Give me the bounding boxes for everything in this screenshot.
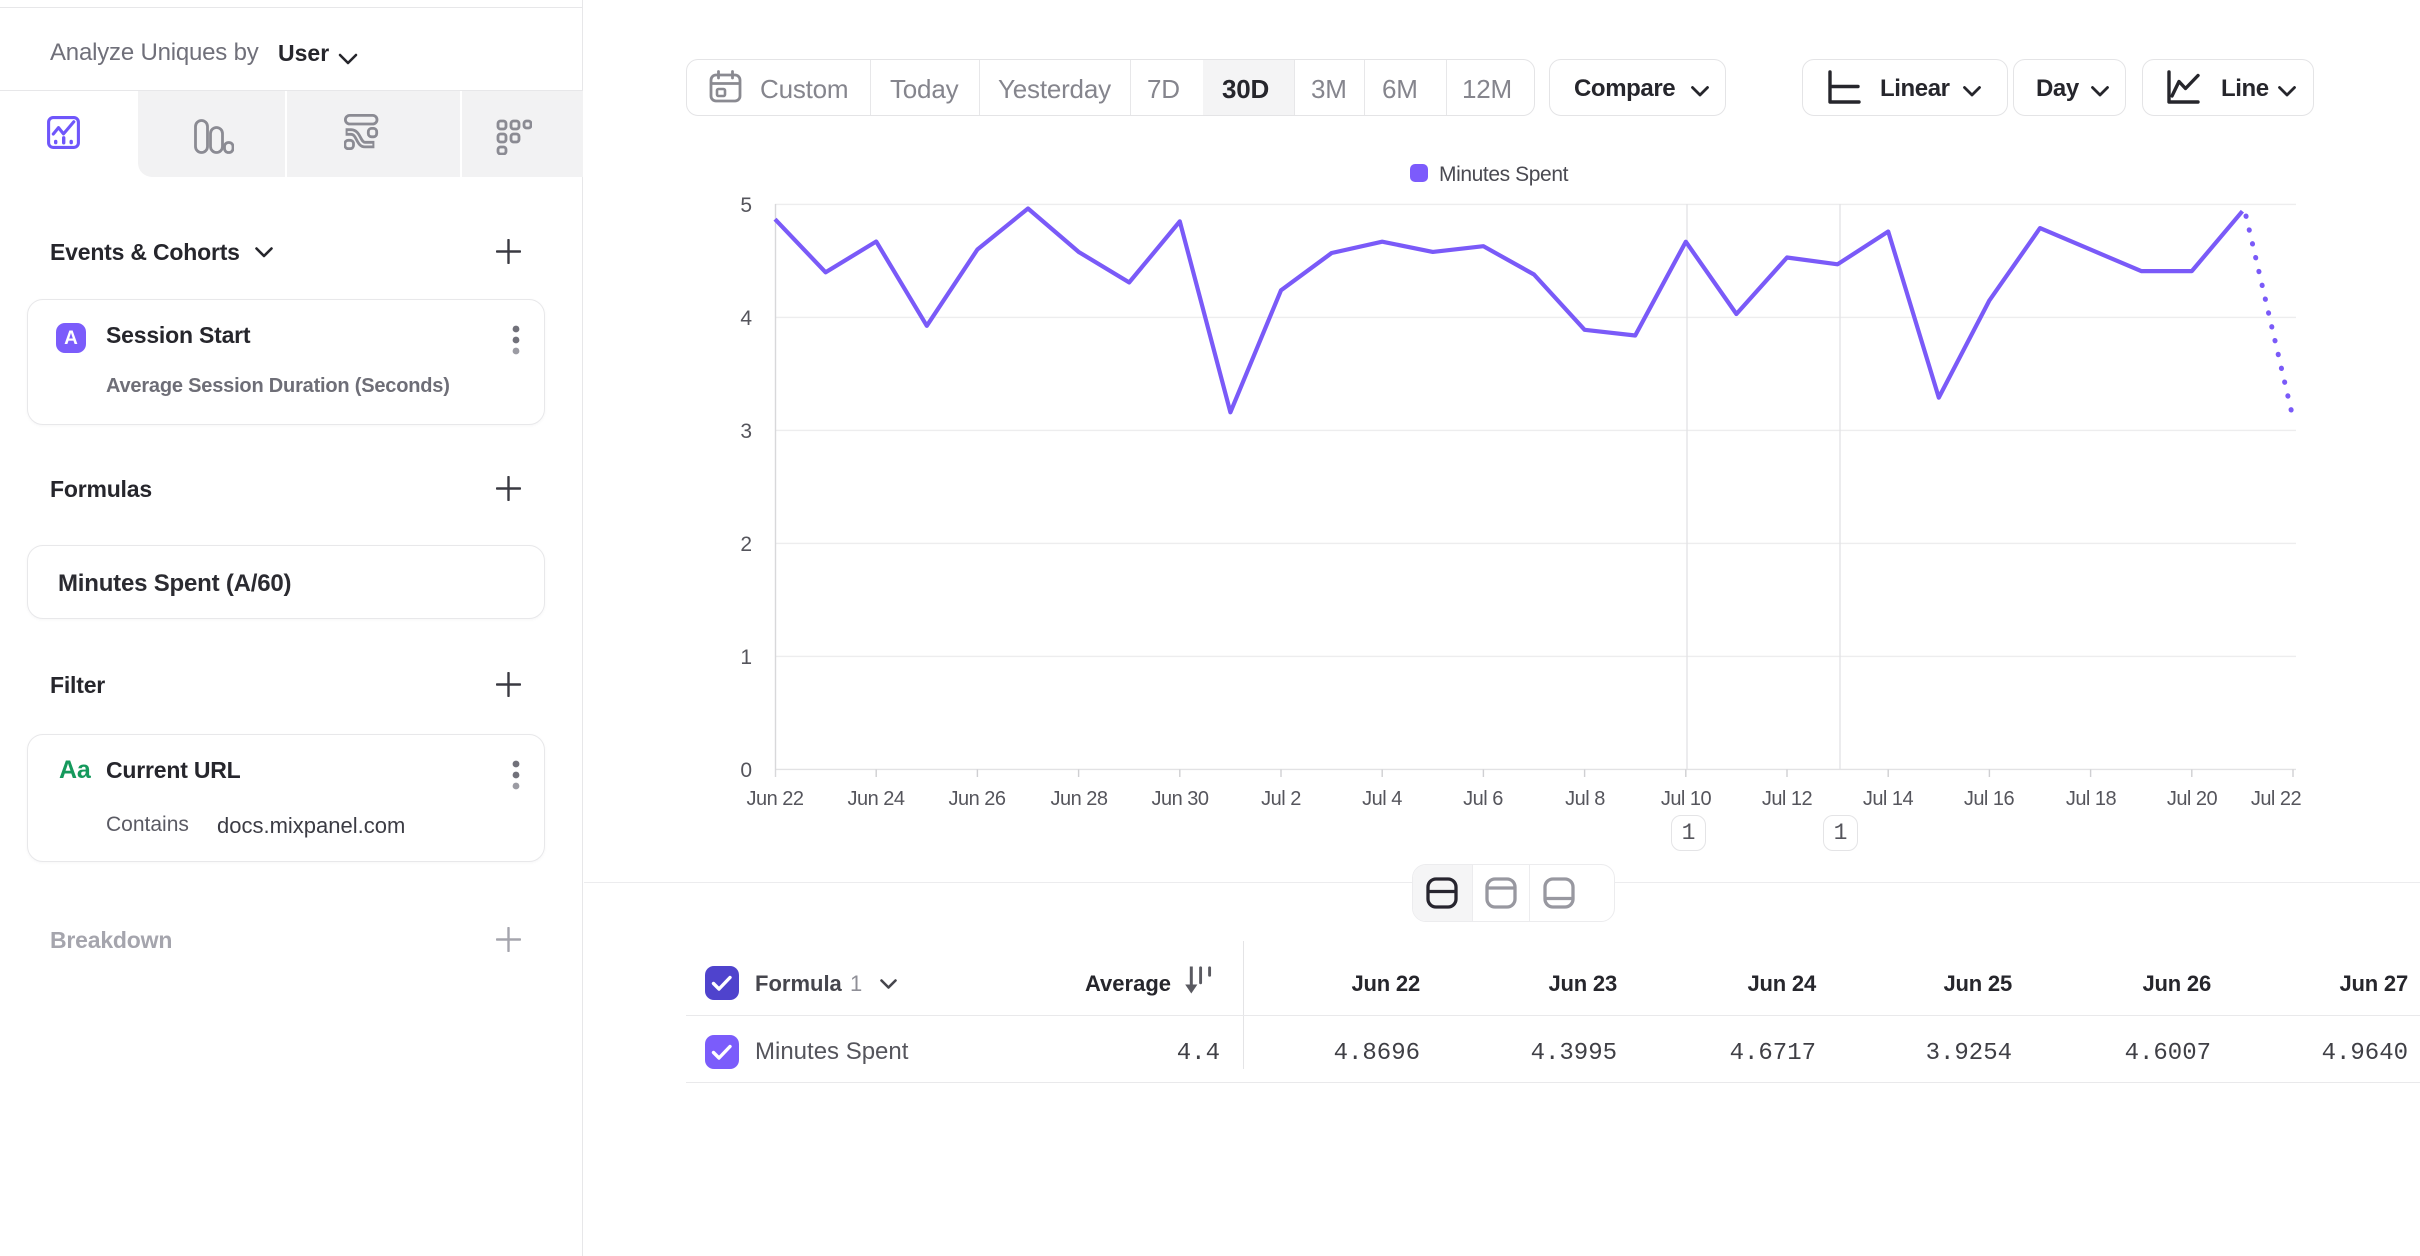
svg-text:Jun 24: Jun 24 <box>847 788 904 810</box>
svg-text:0: 0 <box>740 759 752 782</box>
svg-text:Jul 6: Jul 6 <box>1463 788 1503 810</box>
svg-text:Jun 28: Jun 28 <box>1050 788 1107 810</box>
svg-text:4: 4 <box>740 307 752 330</box>
svg-text:Jun 22: Jun 22 <box>746 788 803 810</box>
svg-text:1: 1 <box>740 646 752 669</box>
svg-text:2: 2 <box>740 533 752 556</box>
svg-text:Jul 18: Jul 18 <box>2066 788 2117 810</box>
svg-text:Jun 30: Jun 30 <box>1151 788 1208 810</box>
svg-text:Jul 22: Jul 22 <box>2251 788 2302 810</box>
svg-text:Jun 26: Jun 26 <box>948 788 1005 810</box>
svg-text:Jul 20: Jul 20 <box>2167 788 2218 810</box>
svg-text:Jul 12: Jul 12 <box>1762 788 1813 810</box>
svg-text:Jul 8: Jul 8 <box>1565 788 1605 810</box>
svg-text:3: 3 <box>740 420 752 443</box>
svg-text:Jul 16: Jul 16 <box>1964 788 2015 810</box>
svg-text:Jul 10: Jul 10 <box>1661 788 1712 810</box>
svg-text:Jul 2: Jul 2 <box>1261 788 1301 810</box>
svg-text:Jul 14: Jul 14 <box>1863 788 1914 810</box>
svg-text:Jul 4: Jul 4 <box>1362 788 1402 810</box>
svg-text:5: 5 <box>740 194 752 217</box>
